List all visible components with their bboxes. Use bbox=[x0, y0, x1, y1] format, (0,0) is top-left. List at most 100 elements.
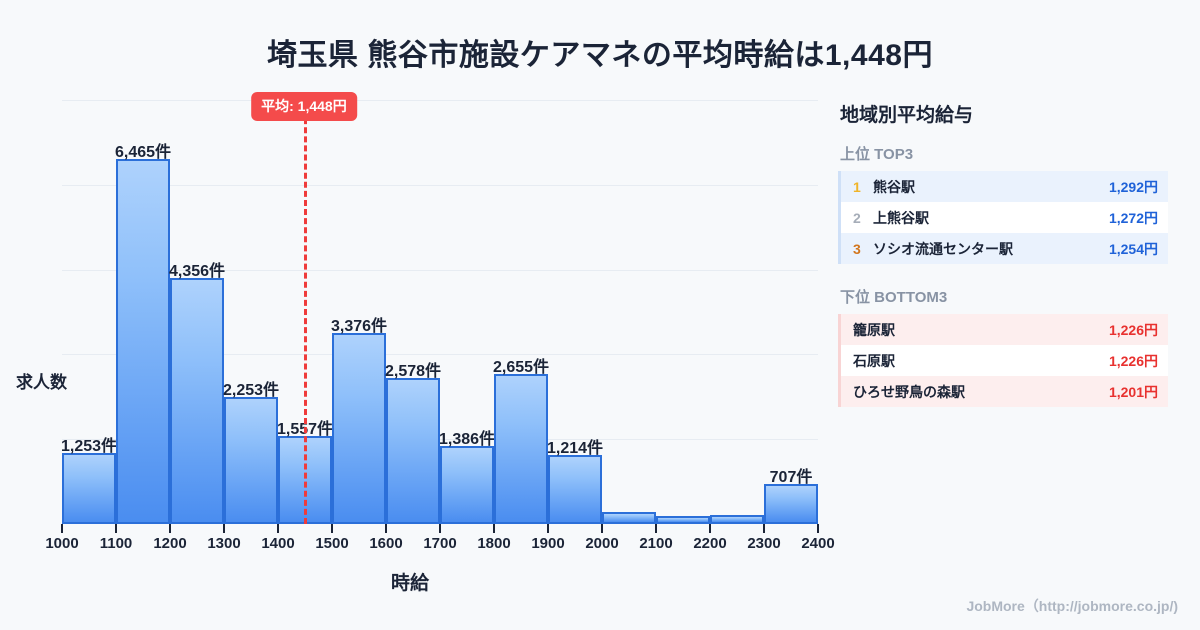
x-tick bbox=[709, 524, 711, 533]
histogram-bar: 2,655件 bbox=[493, 359, 549, 524]
bar-value-label: 1,214件 bbox=[546, 440, 604, 458]
station-name: ソシオ流通センター駅 bbox=[873, 240, 1013, 257]
x-tick-label: 2400 bbox=[801, 535, 835, 552]
x-axis-tick-labels: 1000 1100 1200 1300 1400 1500 1600 1700 1800 1900… bbox=[45, 535, 834, 557]
bar-cell: 4,356件 bbox=[169, 100, 225, 524]
bar-cell: 1,214件 bbox=[546, 100, 604, 524]
histogram-bar: 1,253件 bbox=[61, 438, 117, 524]
x-axis-title: 時給 bbox=[390, 573, 429, 594]
y-axis-title: 求人数 bbox=[16, 373, 67, 392]
rank-row[interactable]: 石原駅 1,226円 bbox=[841, 345, 1168, 376]
plot-area: 1,253件 6,465件 4,356件 2,253件 1,557件 3,376件 2,57… bbox=[61, 92, 818, 524]
x-tick bbox=[439, 524, 441, 533]
station-name: 熊谷駅 bbox=[873, 178, 915, 195]
top3-table: 1 熊谷駅 1,292円 2 上熊谷駅 1,272円 3 ソシオ流通センター駅 1,254円 bbox=[838, 171, 1168, 264]
x-tick bbox=[331, 524, 333, 533]
x-tick bbox=[547, 524, 549, 533]
gridline bbox=[62, 184, 818, 186]
x-tick bbox=[61, 524, 63, 533]
bar-series: 1,253件 6,465件 4,356件 2,253件 1,557件 3,376件 2,57… bbox=[61, 100, 818, 524]
x-tick-label: 2100 bbox=[639, 535, 673, 552]
rank-number: 1 bbox=[853, 178, 861, 195]
bar-value-label: 2,655件 bbox=[492, 358, 550, 376]
bar-cell: 6,465件 bbox=[115, 100, 171, 524]
histogram-bar: 707件 bbox=[764, 469, 818, 524]
x-tick-label: 1400 bbox=[261, 535, 295, 552]
rank-row[interactable]: 1 熊谷駅 1,292円 bbox=[841, 171, 1168, 202]
average-line bbox=[303, 100, 307, 524]
bar-value-label: 4,356件 bbox=[168, 262, 226, 280]
bar-cell: 707件 bbox=[764, 100, 818, 524]
x-tick bbox=[601, 524, 603, 533]
bar-value-label: 2,253件 bbox=[222, 381, 280, 399]
top3-heading: 上位 TOP3 bbox=[840, 146, 914, 163]
gridline bbox=[62, 100, 818, 101]
station-wage: 1,226円 bbox=[1108, 321, 1158, 338]
bar-value-label: 2,578件 bbox=[384, 363, 442, 381]
histogram-bar: 2,578件 bbox=[385, 363, 441, 524]
x-axis-ticks bbox=[61, 524, 819, 534]
histogram-bar: 3,376件 bbox=[331, 318, 387, 524]
sidebar-title: 地域別平均給与 bbox=[840, 105, 974, 126]
bar-value-label: 1,253件 bbox=[60, 438, 118, 456]
bar-cell: 2,655件 bbox=[493, 100, 549, 524]
station-name: 上熊谷駅 bbox=[873, 209, 929, 226]
bar-cell: 1,253件 bbox=[61, 100, 117, 524]
histogram-chart: 求人数 1,253件 6,465件 4,356件 2,253件 1,557件 3,376件… bbox=[0, 88, 835, 594]
rank-row[interactable]: 籠原駅 1,226円 bbox=[841, 314, 1168, 345]
x-tick-label: 1800 bbox=[477, 535, 511, 552]
bar-cell: 1,386件 bbox=[439, 100, 495, 524]
rank-row[interactable]: 3 ソシオ流通センター駅 1,254円 bbox=[841, 233, 1168, 264]
station-wage: 1,292円 bbox=[1108, 178, 1158, 195]
station-wage: 1,272円 bbox=[1108, 209, 1158, 226]
station-wage: 1,226円 bbox=[1108, 352, 1158, 369]
x-tick-label: 1500 bbox=[315, 535, 349, 552]
x-tick bbox=[817, 524, 819, 533]
bar-cell: 2,578件 bbox=[385, 100, 441, 524]
x-tick bbox=[115, 524, 117, 533]
gridline bbox=[62, 439, 818, 441]
station-name: 石原駅 bbox=[853, 352, 895, 369]
rank-row[interactable]: ひろせ野鳥の森駅 1,201円 bbox=[841, 376, 1168, 407]
x-tick-label: 2200 bbox=[693, 535, 727, 552]
x-tick-label: 1000 bbox=[45, 535, 79, 552]
station-wage: 1,254円 bbox=[1108, 240, 1158, 257]
x-tick bbox=[763, 524, 765, 533]
regional-salary-panel: 地域別平均給与 上位 TOP3 1 熊谷駅 1,292円 2 上熊谷駅 1,272円 3 ソシ… bbox=[838, 100, 1168, 429]
footer-credit: JobMore（http://jobmore.co.jp/) bbox=[966, 598, 1178, 614]
bar-value-label: 707件 bbox=[769, 469, 813, 487]
gridline bbox=[62, 354, 818, 356]
bar-value-label: 1,386件 bbox=[438, 430, 496, 448]
x-tick bbox=[385, 524, 387, 533]
bar-cell: 2,253件 bbox=[223, 100, 279, 524]
histogram-bar: 4,356件 bbox=[169, 263, 225, 524]
bar-cell bbox=[656, 100, 710, 524]
histogram-bar: 2,253件 bbox=[223, 382, 279, 524]
x-tick-label: 2000 bbox=[585, 535, 619, 552]
x-tick-label: 1900 bbox=[531, 535, 565, 552]
x-tick bbox=[169, 524, 171, 533]
axis-baseline bbox=[62, 522, 818, 524]
x-tick-label: 1700 bbox=[423, 535, 457, 552]
x-tick bbox=[655, 524, 657, 533]
x-tick bbox=[223, 524, 225, 533]
rank-row[interactable]: 2 上熊谷駅 1,272円 bbox=[841, 202, 1168, 233]
average-badge: 平均: 1,448円 bbox=[251, 92, 357, 121]
bar-cell bbox=[710, 100, 764, 524]
x-tick-label: 2300 bbox=[747, 535, 781, 552]
station-name: ひろせ野鳥の森駅 bbox=[853, 383, 965, 400]
bottom3-heading: 下位 BOTTOM3 bbox=[840, 289, 948, 306]
histogram-bar: 1,386件 bbox=[439, 431, 495, 524]
x-tick-label: 1200 bbox=[153, 535, 187, 552]
station-name: 籠原駅 bbox=[853, 321, 895, 338]
histogram-bar: 6,465件 bbox=[115, 144, 171, 524]
station-wage: 1,201円 bbox=[1108, 383, 1158, 400]
bar-cell: 3,376件 bbox=[331, 100, 387, 524]
x-tick-label: 1600 bbox=[369, 535, 403, 552]
bar-value-label: 3,376件 bbox=[330, 318, 388, 336]
rank-number: 2 bbox=[853, 209, 861, 226]
bar-value-label: 6,465件 bbox=[114, 143, 172, 161]
x-tick bbox=[493, 524, 495, 533]
gridline bbox=[62, 269, 818, 271]
page-title: 埼玉県 熊谷市施設ケアマネの平均時給は1,448円 bbox=[267, 39, 933, 72]
